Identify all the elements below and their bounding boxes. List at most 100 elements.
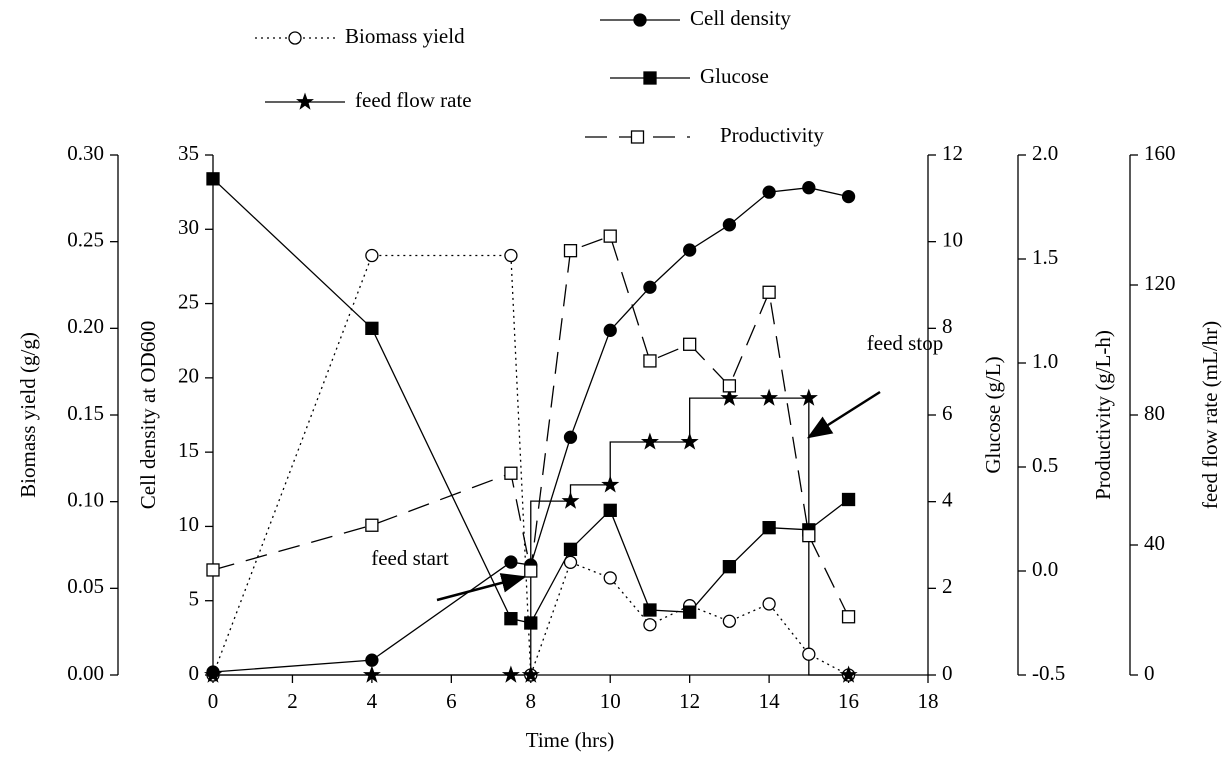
- series-line: [212, 235, 850, 618]
- marker: [521, 665, 540, 683]
- legend-marker: [296, 92, 314, 110]
- marker: [501, 665, 520, 683]
- marker: [563, 555, 578, 569]
- y-tick-label: 0.00: [67, 661, 104, 685]
- marker: [683, 605, 697, 619]
- series-line: [213, 397, 849, 676]
- marker: [504, 466, 518, 480]
- marker: [643, 603, 657, 617]
- y-tick-label: 15: [178, 438, 199, 462]
- marker: [563, 244, 578, 258]
- marker: [362, 665, 381, 683]
- marker: [643, 280, 657, 294]
- series-line: [212, 187, 849, 673]
- y-tick-label: 10: [178, 512, 199, 536]
- x-tick-label: 2: [287, 689, 298, 713]
- x-tick-label: 12: [679, 689, 700, 713]
- y-tick-label: 0.30: [67, 141, 104, 165]
- annotation: feed stop: [867, 331, 943, 355]
- marker: [603, 323, 617, 337]
- y-tick-label: 30: [178, 215, 199, 239]
- y-tick-label: 0.25: [67, 227, 104, 251]
- marker: [603, 571, 617, 585]
- marker: [365, 321, 379, 335]
- marker: [603, 229, 617, 243]
- marker: [762, 185, 776, 199]
- y-tick-label: 0: [942, 661, 953, 685]
- y-tick-label: 10: [942, 227, 963, 251]
- y-tick-label: 0.20: [67, 314, 104, 338]
- marker: [365, 248, 379, 263]
- marker: [504, 248, 518, 263]
- marker: [365, 653, 379, 667]
- y-tick-label: 0: [189, 661, 200, 685]
- y-tick-label: 20: [178, 364, 199, 388]
- y-tick-label: -0.5: [1032, 661, 1065, 685]
- marker: [603, 503, 617, 517]
- marker: [762, 285, 776, 299]
- y-tick-label: 1.0: [1032, 349, 1058, 373]
- y-tick-label: 6: [942, 401, 953, 425]
- legend-label: Productivity: [720, 123, 824, 147]
- y-tick-label: 35: [178, 141, 199, 165]
- marker: [206, 563, 220, 577]
- marker: [524, 564, 538, 578]
- marker: [563, 542, 578, 556]
- marker: [680, 432, 699, 450]
- marker: [762, 521, 776, 535]
- marker: [524, 616, 538, 630]
- y-axis-title: feed flow rate (mL/hr): [1198, 321, 1222, 509]
- marker: [722, 218, 737, 232]
- y-axis-title: Productivity (g/L-h): [1091, 330, 1115, 500]
- y-tick-label: 5: [189, 587, 200, 611]
- y-tick-label: 120: [1144, 271, 1176, 295]
- x-tick-label: 6: [446, 689, 457, 713]
- marker: [643, 618, 657, 632]
- y-tick-label: 0: [1144, 661, 1155, 685]
- marker: [504, 555, 518, 569]
- legend-label: Biomass yield: [345, 24, 465, 48]
- marker: [841, 492, 856, 507]
- marker: [839, 665, 858, 683]
- y-tick-label: 12: [942, 141, 963, 165]
- marker: [722, 614, 737, 628]
- y-tick-label: 8: [942, 314, 953, 338]
- y-tick-label: 0.5: [1032, 453, 1058, 477]
- annotation-arrow: [806, 390, 881, 439]
- legend-marker: [633, 13, 647, 27]
- marker: [206, 172, 220, 186]
- marker: [204, 665, 222, 683]
- x-tick-label: 8: [526, 689, 537, 713]
- y-tick-label: 2.0: [1032, 141, 1058, 165]
- y-axis-title: Biomass yield (g/g): [16, 332, 40, 498]
- marker: [640, 432, 659, 450]
- y-tick-label: 1.5: [1032, 245, 1058, 269]
- marker: [760, 388, 779, 406]
- marker: [601, 475, 620, 493]
- marker: [841, 189, 856, 204]
- x-tick-label: 16: [838, 689, 859, 713]
- marker: [722, 379, 737, 393]
- x-tick-label: 0: [208, 689, 219, 713]
- y-tick-label: 0.05: [67, 574, 104, 598]
- legend-marker: [630, 130, 645, 144]
- y-axis-title: Cell density at OD600: [136, 321, 160, 509]
- marker: [643, 354, 657, 368]
- y-tick-label: 0.0: [1032, 557, 1058, 581]
- marker: [720, 388, 739, 406]
- legend-marker: [643, 71, 657, 85]
- marker: [802, 647, 816, 661]
- marker: [563, 430, 578, 444]
- marker: [365, 518, 379, 532]
- y-tick-label: 25: [178, 289, 199, 313]
- x-axis-title: Time (hrs): [526, 728, 614, 752]
- x-tick-label: 14: [759, 689, 781, 713]
- annotation: feed start: [371, 546, 449, 570]
- marker: [762, 597, 776, 611]
- x-tick-label: 18: [918, 689, 939, 713]
- legend-label: feed flow rate: [355, 88, 472, 112]
- legend-label: Glucose: [700, 64, 769, 88]
- annotation-arrow: [436, 573, 527, 602]
- marker: [683, 337, 697, 351]
